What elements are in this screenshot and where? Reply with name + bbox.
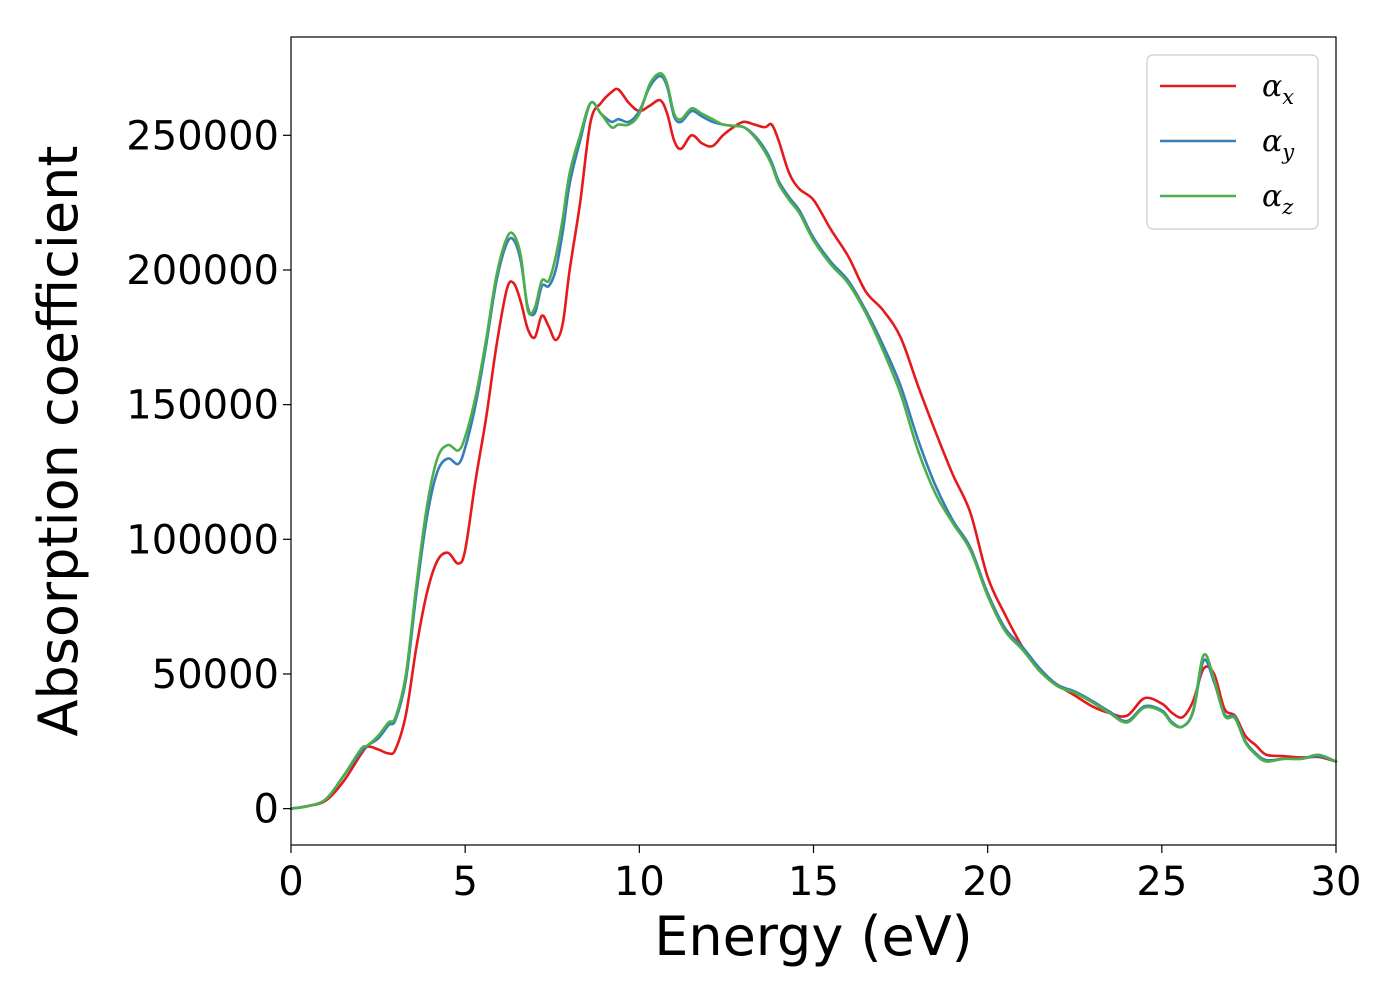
legend: αx αy αz (1146, 54, 1319, 230)
series-line-x (289, 87, 1338, 810)
x-axis-label: Energy (eV) (654, 905, 973, 968)
legend-label-z: αz (1262, 179, 1294, 219)
x-tick-label: 20 (962, 859, 1013, 905)
y-tick-label: 50000 (152, 652, 279, 698)
y-tick-label: 100000 (126, 517, 279, 563)
x-tick-label: 30 (1311, 859, 1362, 905)
y-axis-ticks: 0 50000 100000 150000 200000 250000 (126, 113, 291, 833)
y-axis-label: Absorption coefficient (27, 146, 90, 737)
y-tick-label: 150000 (126, 383, 279, 429)
x-tick-label: 15 (788, 859, 839, 905)
x-axis-ticks: 0 5 10 15 20 25 30 (278, 845, 1361, 905)
y-tick-label: 200000 (126, 248, 279, 294)
x-tick-label: 10 (614, 859, 665, 905)
legend-label-x: αx (1262, 69, 1294, 109)
series-layer (289, 72, 1338, 810)
y-tick-label: 250000 (126, 113, 279, 159)
series-line-z (289, 72, 1338, 810)
x-tick-label: 5 (452, 859, 477, 905)
x-tick-label: 0 (278, 859, 303, 905)
legend-label-y: αy (1262, 124, 1295, 164)
x-tick-label: 25 (1136, 859, 1187, 905)
y-tick-label: 0 (254, 787, 279, 833)
